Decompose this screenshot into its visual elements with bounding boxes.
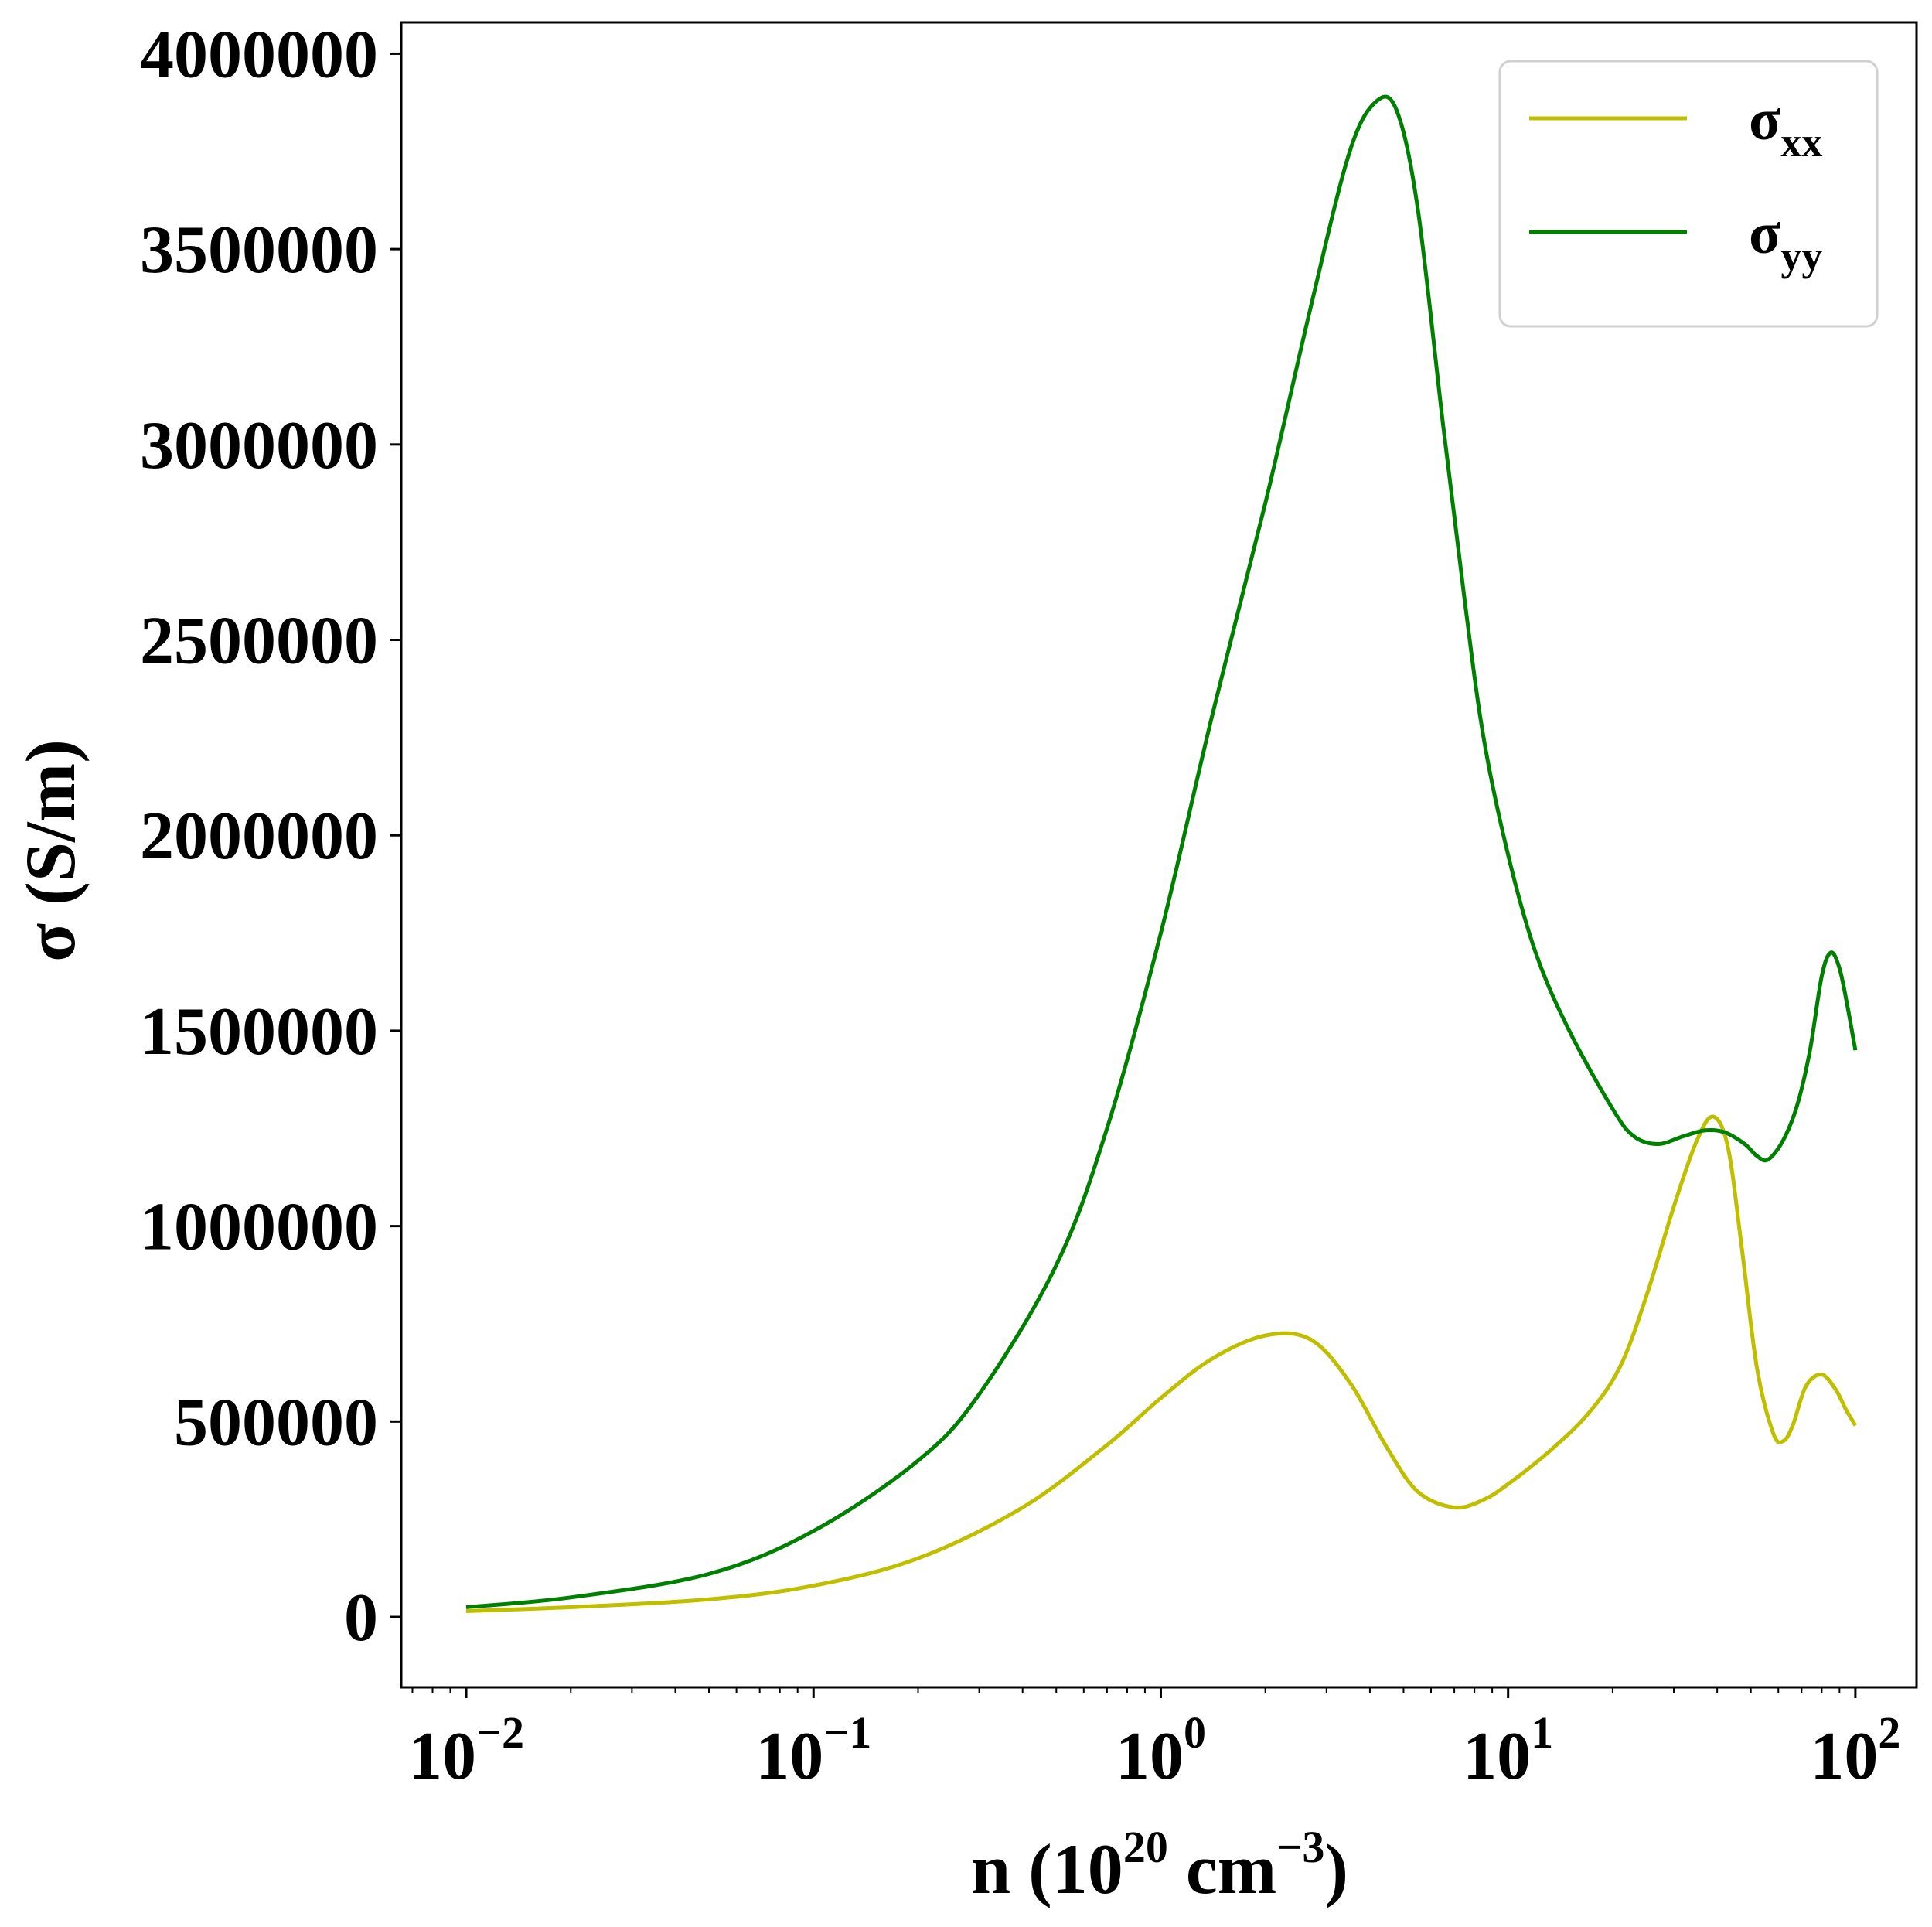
- x-axis-title-end: ): [1324, 1830, 1348, 1908]
- y-tick-label: 500000: [174, 1385, 378, 1460]
- legend-box: [1498, 60, 1879, 328]
- x-axis-title-exp1: 20: [1123, 1822, 1168, 1872]
- y-axis-title: σ (S/m): [11, 739, 90, 962]
- series-layer: [465, 94, 1858, 1613]
- y-tick-label: 3500000: [140, 213, 378, 288]
- x-tick-label: 10−1: [755, 1707, 871, 1794]
- legend-label-sigma-yy: σyy: [1749, 201, 1822, 279]
- x-tick-labels: 10−2 10−1 100 101 102: [408, 1707, 1900, 1794]
- x-tick-label: 100: [1116, 1707, 1206, 1794]
- legend-label-sigma-xx: σxx: [1749, 87, 1822, 165]
- legend-label-sigma-xx-main: σ: [1749, 87, 1780, 152]
- x-axis-title-mid: cm: [1168, 1830, 1276, 1908]
- y-tick-label: 2000000: [140, 799, 378, 874]
- legend-label-sigma-yy-main: σ: [1749, 201, 1780, 266]
- plot-frame: [400, 21, 1918, 1689]
- y-tick-label: 0: [344, 1581, 378, 1656]
- y-tick-label: 1500000: [140, 994, 378, 1069]
- axis-ticks: [390, 52, 1857, 1698]
- x-tick-label: 101: [1463, 1707, 1553, 1794]
- x-tick-label: 10−2: [408, 1707, 524, 1794]
- y-tick-label: 4000000: [140, 17, 378, 92]
- series-line-sigma-xx: [465, 1114, 1858, 1613]
- legend: σxx σyy: [1498, 60, 1879, 328]
- series-line-sigma-yy: [465, 94, 1858, 1609]
- y-tick-label: 1000000: [140, 1190, 378, 1265]
- y-tick-labels: 0 500000 1000000 1500000 2000000 2500000 30000…: [140, 17, 378, 1656]
- x-tick-label: 102: [1810, 1707, 1900, 1794]
- x-axis-title-main: n (10: [971, 1830, 1123, 1908]
- y-tick-label: 2500000: [140, 604, 378, 679]
- legend-label-sigma-xx-sub: xx: [1780, 119, 1822, 165]
- x-axis-title: n (1020 cm−3): [971, 1822, 1348, 1908]
- legend-label-sigma-yy-sub: yy: [1780, 233, 1822, 279]
- x-axis-title-exp2: −3: [1276, 1822, 1324, 1872]
- y-tick-label: 3000000: [140, 408, 378, 483]
